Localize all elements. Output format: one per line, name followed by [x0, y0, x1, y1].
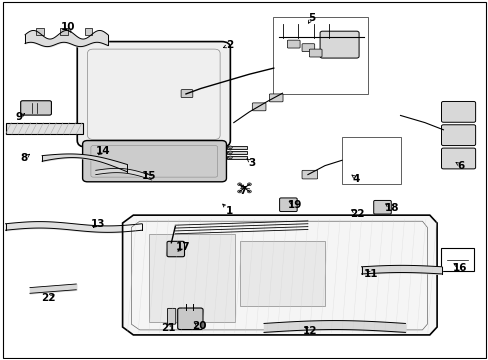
Bar [60, 28, 68, 35]
Text: 18: 18 [384, 203, 398, 213]
FancyBboxPatch shape [166, 241, 184, 257]
Text: 21: 21 [161, 324, 175, 333]
FancyBboxPatch shape [167, 309, 175, 324]
Text: 5: 5 [307, 13, 315, 23]
Text: 20: 20 [191, 321, 206, 331]
Circle shape [237, 190, 241, 193]
Circle shape [237, 183, 241, 186]
Text: 11: 11 [363, 269, 378, 279]
Text: 7: 7 [239, 186, 246, 196]
FancyBboxPatch shape [20, 101, 51, 115]
Text: 14: 14 [96, 146, 110, 156]
FancyBboxPatch shape [441, 148, 475, 169]
Text: 2: 2 [226, 40, 233, 50]
Bar [5, 123, 82, 134]
Circle shape [228, 146, 232, 149]
Text: 13: 13 [91, 219, 105, 229]
Text: 1: 1 [226, 206, 233, 216]
FancyBboxPatch shape [252, 103, 265, 111]
Text: 15: 15 [142, 171, 156, 181]
FancyBboxPatch shape [320, 31, 358, 58]
Bar [36, 28, 43, 35]
Circle shape [247, 183, 251, 186]
Bar [239, 241, 325, 306]
Bar [226, 145, 247, 149]
Text: 8: 8 [20, 153, 28, 163]
FancyBboxPatch shape [269, 94, 283, 102]
Text: 10: 10 [61, 22, 75, 32]
FancyBboxPatch shape [181, 90, 192, 98]
Bar [341, 137, 400, 184]
Bar [226, 156, 247, 159]
Text: 19: 19 [287, 200, 302, 210]
Text: 9: 9 [16, 112, 23, 122]
Bar [84, 28, 92, 35]
Circle shape [228, 151, 232, 154]
Polygon shape [122, 215, 436, 335]
Circle shape [247, 190, 251, 193]
FancyBboxPatch shape [177, 308, 203, 329]
Text: 22: 22 [350, 209, 364, 219]
FancyBboxPatch shape [82, 140, 226, 182]
FancyBboxPatch shape [441, 125, 475, 145]
Text: 12: 12 [303, 325, 317, 336]
Circle shape [228, 156, 232, 159]
FancyBboxPatch shape [302, 170, 317, 179]
Bar [272, 17, 367, 94]
Text: 6: 6 [457, 161, 464, 171]
Bar [226, 150, 247, 154]
Text: 22: 22 [41, 293, 56, 303]
FancyBboxPatch shape [279, 198, 297, 212]
Text: 3: 3 [248, 158, 255, 168]
Text: 16: 16 [452, 262, 467, 273]
FancyBboxPatch shape [77, 41, 230, 147]
Text: 17: 17 [176, 242, 190, 252]
FancyBboxPatch shape [302, 44, 314, 51]
FancyBboxPatch shape [287, 40, 300, 48]
FancyBboxPatch shape [309, 49, 322, 57]
FancyBboxPatch shape [441, 102, 475, 122]
FancyBboxPatch shape [373, 201, 390, 214]
Bar [149, 234, 234, 321]
Text: 4: 4 [352, 174, 360, 184]
